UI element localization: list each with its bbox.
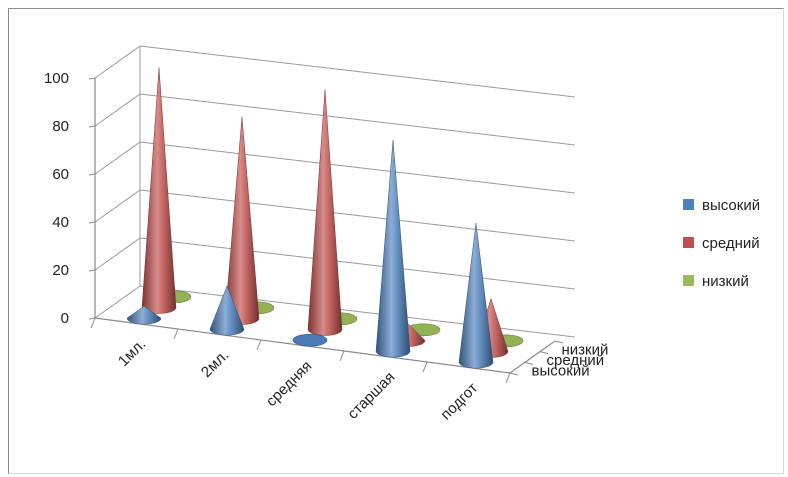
y-tick [88,125,96,128]
depth-tick [524,361,534,365]
depth-tick-label: низкий [562,341,609,358]
y-tick-label: 60 [52,166,69,183]
cone-body [375,139,411,358]
side-gridline-0 [94,285,141,319]
cone-средний-средняя [307,89,343,336]
legend-label: низкий [702,273,749,290]
depth-tick-label: средний [547,352,605,369]
legend-swatch-высокий [683,199,694,210]
x-tick-label: подгот [438,380,482,424]
gridline-40 [139,189,576,242]
gridline-80 [139,93,576,146]
gridline-20 [139,237,576,290]
depth-axis-line [509,340,556,374]
legend-label: средний [702,235,760,252]
cone-высокий-подгот [458,222,494,369]
x-tick [173,328,179,340]
side-gridline-100 [94,45,141,79]
x-tick [339,350,345,362]
y-tick-label: 20 [52,262,69,279]
gridline-100 [139,45,576,98]
side-gridline-60 [94,141,141,175]
cone-body [209,285,245,336]
y-tick-label: 100 [44,70,69,87]
y-tick [88,269,96,272]
cone-высокий-старшая [375,139,411,358]
x-tick-label: средняя [263,358,315,410]
legend-swatch-низкий [683,275,694,286]
side-gridline-20 [94,237,141,271]
x-tick-label: 2мл. [198,347,232,381]
cone-высокий-1мл. [126,305,162,325]
y-tick [88,317,96,320]
depth-tick [539,351,549,355]
cone-body [126,305,162,325]
x-tick [505,372,511,384]
y-tick-label: 0 [61,310,69,327]
depth-tick [509,372,519,376]
cone-высокий-средняя [292,333,328,347]
legend-label: высокий [702,197,760,214]
y-tick [88,77,96,80]
depth-tick-label: высокий [532,363,590,380]
x-tick [256,339,262,351]
cone-body [458,222,494,369]
gridline-60 [139,141,576,194]
cone-body [307,89,343,336]
cone-высокий-2мл. [209,285,245,336]
gridline-0 [139,285,576,338]
x-tick [90,317,96,329]
y-tick [88,173,96,176]
x-tick-label: старшая [344,369,398,423]
side-gridline-40 [94,189,141,223]
x-tick-label: 1мл. [115,336,149,370]
legend-swatch-средний [683,237,694,248]
y-tick-label: 80 [52,118,69,135]
x-tick [422,361,428,373]
y-tick [88,221,96,224]
depth-tick [554,340,564,344]
side-gridline-80 [94,93,141,127]
y-tick-label: 40 [52,214,69,231]
